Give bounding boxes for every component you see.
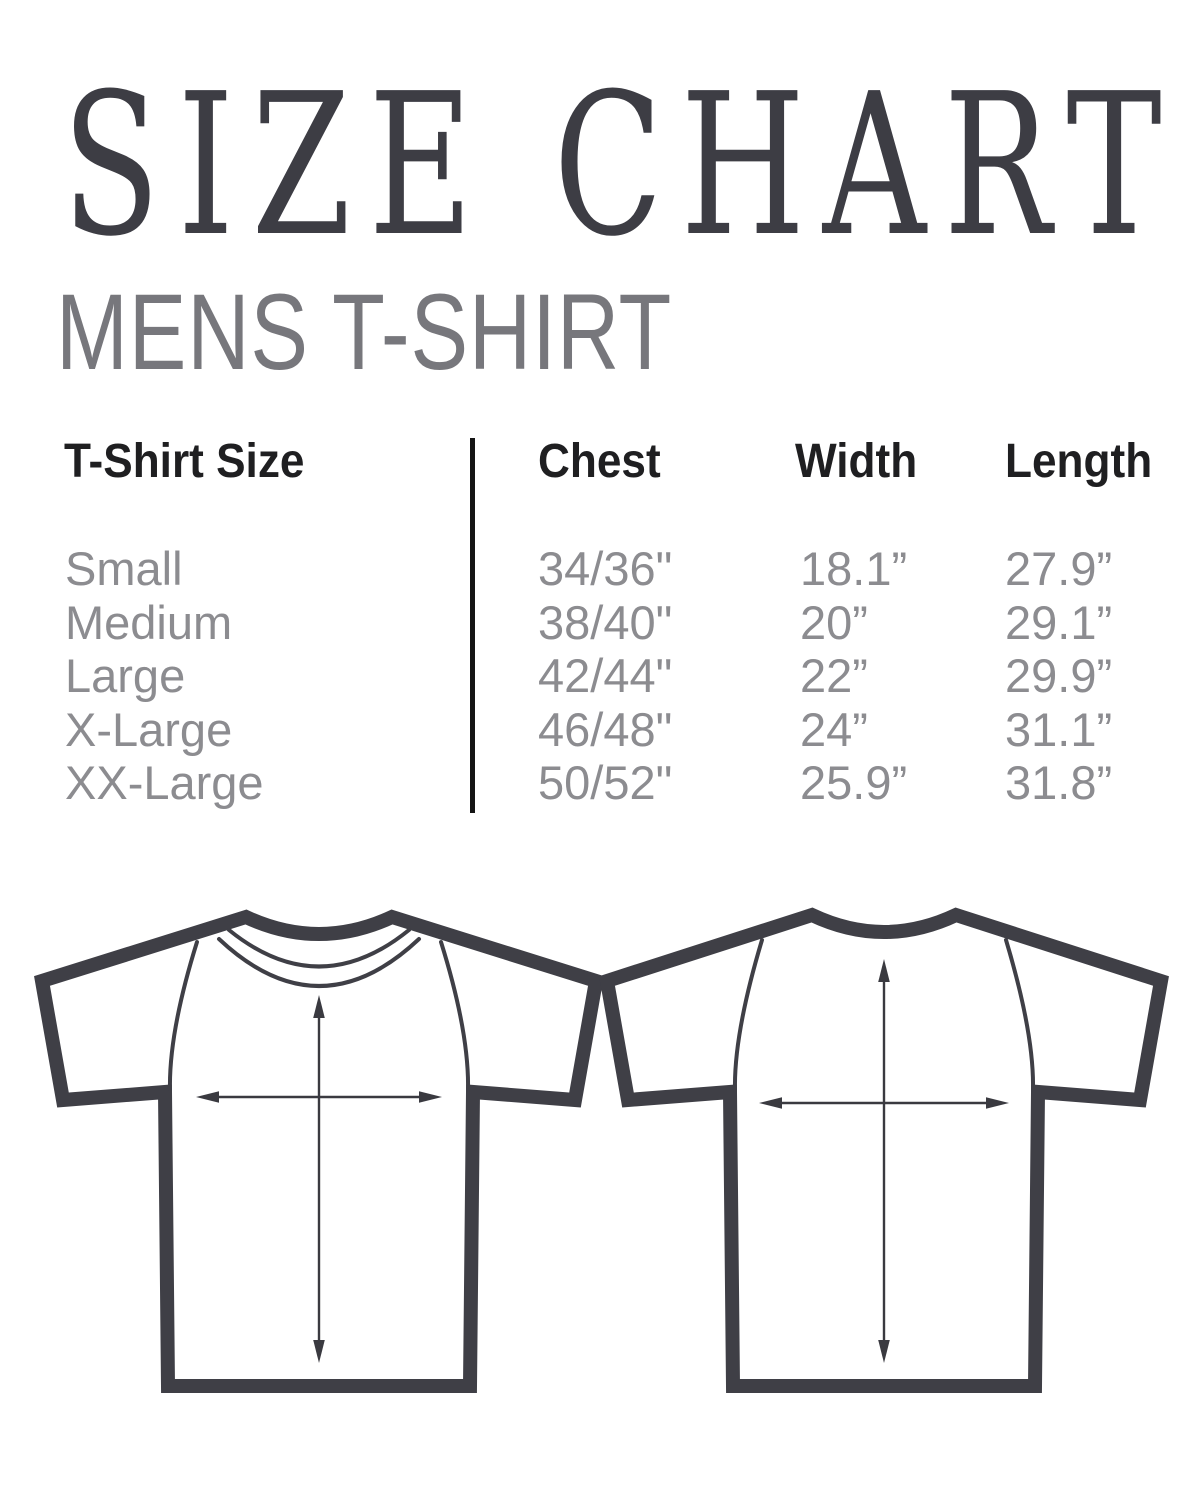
- size-table-body: Small 34/36" 18.1” 27.9” Medium 38/40" 2…: [65, 542, 1185, 810]
- cell-size: Small: [65, 542, 183, 595]
- cell-width: 22”: [800, 649, 868, 703]
- cell-size: Large: [65, 649, 186, 703]
- cell-width: 24”: [800, 702, 868, 756]
- cell-width: 25.9”: [800, 756, 908, 810]
- table-row-x-large: X-Large 46/48" 24” 31.1”: [65, 703, 1185, 757]
- back-right-armhole-seam: [1004, 938, 1036, 1092]
- front-left-armhole-seam: [167, 940, 199, 1092]
- front-length-arrow: [313, 995, 325, 1363]
- cell-chest: 46/48": [538, 702, 673, 756]
- cell-width: 18.1”: [800, 542, 908, 595]
- cell-length: 31.8”: [1005, 756, 1113, 810]
- front-collar-inner-arc: [227, 928, 411, 969]
- back-length-arrow: [878, 959, 890, 1363]
- cell-width: 20”: [800, 595, 868, 649]
- cell-length: 29.9”: [1005, 649, 1113, 703]
- front-right-armhole-seam: [439, 940, 471, 1092]
- cell-chest: 42/44": [538, 649, 673, 703]
- back-left-armhole-seam: [732, 938, 764, 1092]
- column-header-length: Length: [1005, 435, 1153, 488]
- table-divider: [470, 438, 475, 813]
- cell-chest: 38/40": [538, 595, 673, 649]
- table-row-medium: Medium 38/40" 20” 29.1”: [65, 596, 1185, 650]
- back-width-arrow: [759, 1097, 1009, 1109]
- table-row-xx-large: XX-Large 50/52" 25.9” 31.8”: [65, 756, 1185, 810]
- table-row-large: Large 42/44" 22” 29.9”: [65, 649, 1185, 703]
- table-row-small: Small 34/36" 18.1” 27.9”: [65, 542, 1185, 596]
- cell-chest: 34/36": [538, 542, 673, 595]
- cell-size: X-Large: [65, 702, 233, 756]
- front-width-arrow: [196, 1091, 442, 1103]
- page-subtitle: MENS T-SHIRT: [56, 271, 673, 392]
- column-header-width: Width: [795, 435, 918, 488]
- cell-length: 31.1”: [1005, 702, 1113, 756]
- tshirt-back-diagram: [599, 907, 1169, 1393]
- page-title: SIZE CHART: [62, 52, 1180, 280]
- cell-length: 29.1”: [1005, 595, 1113, 649]
- front-collar-outer-arc: [217, 937, 421, 988]
- tshirt-front-diagram: [34, 909, 604, 1393]
- cell-size: XX-Large: [65, 756, 264, 810]
- column-header-chest: Chest: [538, 435, 661, 488]
- cell-chest: 50/52": [538, 756, 673, 810]
- cell-length: 27.9”: [1005, 542, 1113, 595]
- cell-size: Medium: [65, 595, 233, 649]
- column-header-size: T-Shirt Size: [64, 435, 305, 488]
